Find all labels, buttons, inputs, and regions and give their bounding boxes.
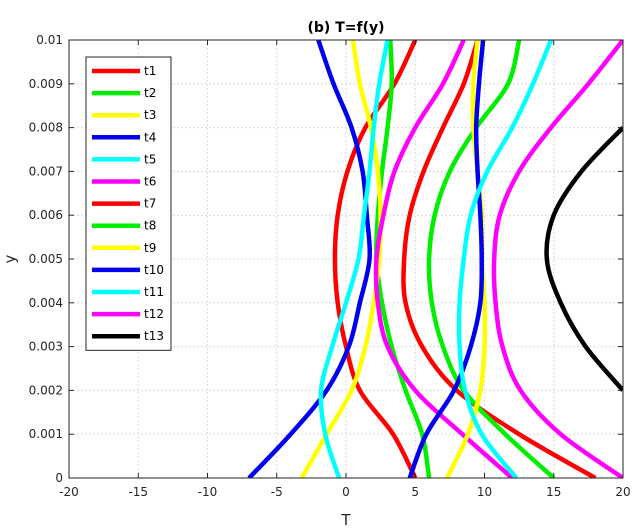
x-tick-label: 0 [342, 485, 350, 499]
x-axis-label: T [340, 511, 351, 529]
y-tick-label: 0.002 [29, 383, 63, 397]
x-tick-label: 5 [411, 485, 419, 499]
y-tick-label: 0.01 [36, 33, 63, 47]
x-tick-label: -5 [271, 485, 283, 499]
x-tick-label: -10 [198, 485, 218, 499]
y-tick-label: 0.008 [29, 121, 63, 135]
series-line-t11 [456, 40, 554, 478]
series-line-t10 [407, 40, 486, 478]
y-tick-label: 0.006 [29, 208, 63, 222]
y-tick-label: 0 [55, 471, 63, 485]
legend-label-t10: t10 [144, 263, 164, 277]
y-tick-label: 0.004 [29, 296, 63, 310]
legend-label-t11: t11 [144, 285, 164, 299]
legend-label-t6: t6 [144, 175, 156, 189]
y-tick-labels: 0 0.001 0.002 0.003 0.004 0.005 0.006 0.007 0.00… [29, 33, 63, 485]
x-tick-label: 20 [615, 485, 630, 499]
legend-label-t1: t1 [144, 64, 156, 78]
legend-label-t8: t8 [144, 219, 156, 233]
series-line-t13 [544, 126, 623, 392]
legend-label-t4: t4 [144, 130, 156, 144]
x-tick-label: -15 [128, 485, 148, 499]
series-line-t7 [401, 40, 597, 478]
x-tick-label: 10 [477, 485, 492, 499]
series-line-t12 [491, 40, 623, 478]
legend: t1 t2 t3 t4 t5 t6 t7 t8 t9 t10 t11 t12 t13 [85, 56, 172, 351]
legend-label-t7: t7 [144, 197, 156, 211]
chart-title: (b) T=f(y) [308, 20, 385, 36]
legend-label-t9: t9 [144, 241, 156, 255]
x-tick-labels: -20 -15 -10 -5 0 5 10 15 20 [59, 485, 630, 499]
tick-marks [68, 39, 624, 479]
legend-label-t12: t12 [144, 307, 164, 321]
legend-label-t3: t3 [144, 108, 156, 122]
series-line-t6 [373, 40, 514, 478]
y-tick-label: 0.009 [29, 77, 63, 91]
series-line-t4 [247, 40, 373, 478]
y-tick-label: 0.001 [29, 427, 63, 441]
legend-label-t5: t5 [144, 152, 156, 166]
series-line-t5 [318, 40, 390, 478]
series-line-t3 [299, 40, 383, 478]
y-tick-label: 0.007 [29, 164, 63, 178]
y-tick-label: 0.005 [29, 252, 63, 266]
x-tick-label: -20 [59, 485, 79, 499]
legend-label-t2: t2 [144, 86, 156, 100]
y-axis-label: y [1, 254, 19, 263]
series-layer [247, 40, 623, 478]
y-tick-label: 0.003 [29, 340, 63, 354]
x-tick-label: 15 [546, 485, 561, 499]
legend-label-t13: t13 [144, 329, 164, 343]
